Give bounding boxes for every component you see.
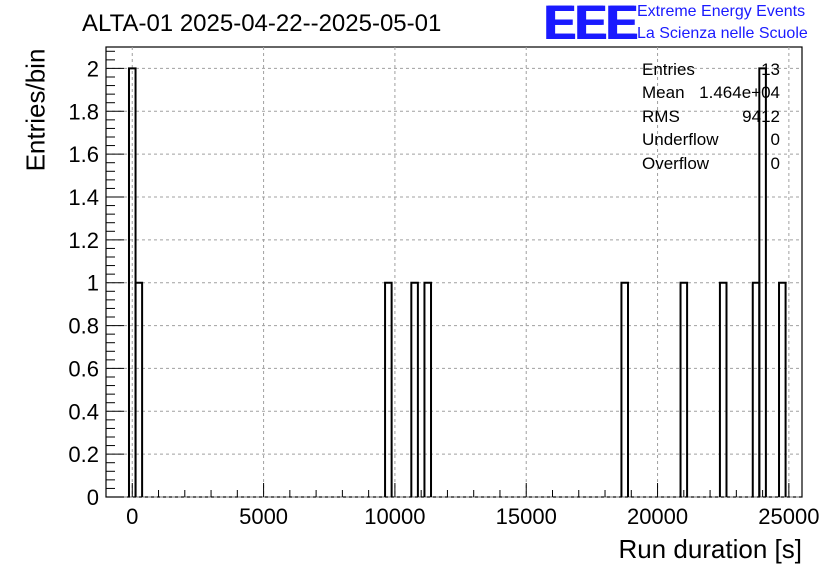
histogram-bin (679, 281, 689, 497)
histogram-bin (778, 281, 787, 497)
grid (106, 47, 802, 498)
histogram-bin (718, 281, 728, 497)
y-tick-label: 0 (87, 485, 99, 510)
stats-label: Entries (642, 60, 695, 79)
x-tick-label: 0 (126, 504, 138, 529)
stats-value: 0 (770, 153, 780, 173)
stats-value: 9412 (742, 106, 780, 126)
histogram-bin (410, 281, 419, 497)
y-tick-label: 0.2 (68, 442, 99, 467)
eee-logo: EEE (543, 0, 637, 50)
stats-label: RMS (642, 106, 680, 126)
stats-row-underflow: Underflow 0 (642, 130, 780, 153)
stats-value: 1.464e+04 (699, 83, 780, 103)
y-axis-label: Entries/bin (20, 48, 51, 172)
stats-row-overflow: Overflow 0 (642, 154, 780, 177)
histogram-bin (384, 281, 393, 497)
chart-title: ALTA-01 2025-04-22--2025-05-01 (82, 10, 442, 37)
stats-value: 13 (761, 60, 780, 79)
stats-row-entries: Entries 13 (642, 60, 780, 83)
y-tick-label: 1.8 (68, 99, 99, 124)
histogram-bin (134, 281, 144, 497)
y-tick-label: 0.6 (68, 356, 99, 381)
x-tick-label: 20000 (627, 504, 688, 529)
y-tick-label: 0.4 (68, 399, 99, 424)
logo-tagline-2: La Scienza nelle Scuole (637, 25, 808, 42)
y-tick-label: 2 (87, 56, 99, 81)
x-tick-label: 5000 (239, 504, 288, 529)
x-axis-label: Run duration [s] (618, 534, 802, 564)
stats-label: Underflow (642, 130, 719, 150)
histogram (127, 67, 787, 497)
logo-tagline-1: Extreme Energy Events (637, 3, 806, 20)
y-tick-label: 1.4 (68, 185, 99, 210)
stats-box: Entries 13 Mean 1.464e+04 RMS 9412 Under… (642, 60, 780, 177)
axes: 0 5000 10000 15000 20000 25000 0 0.2 0.4 0.6 0.8 1 1… (68, 50, 819, 529)
x-tick-label: 15000 (496, 504, 557, 529)
histogram-bin (758, 67, 767, 497)
x-tick-label: 10000 (364, 504, 425, 529)
y-tick-label: 1 (87, 271, 99, 296)
stats-row-mean: Mean 1.464e+04 (642, 83, 780, 106)
stats-row-rms: RMS 9412 (642, 107, 780, 130)
stats-label: Mean (642, 83, 685, 103)
histogram-bin (620, 281, 629, 497)
y-tick-label: 1.6 (68, 142, 99, 167)
y-tick-label: 1.2 (68, 228, 99, 253)
stats-label: Overflow (642, 153, 710, 173)
x-tick-label: 25000 (758, 504, 819, 529)
histogram-bin (423, 281, 433, 497)
y-tick-label: 0.8 (68, 314, 99, 339)
stats-value: 0 (770, 130, 780, 150)
